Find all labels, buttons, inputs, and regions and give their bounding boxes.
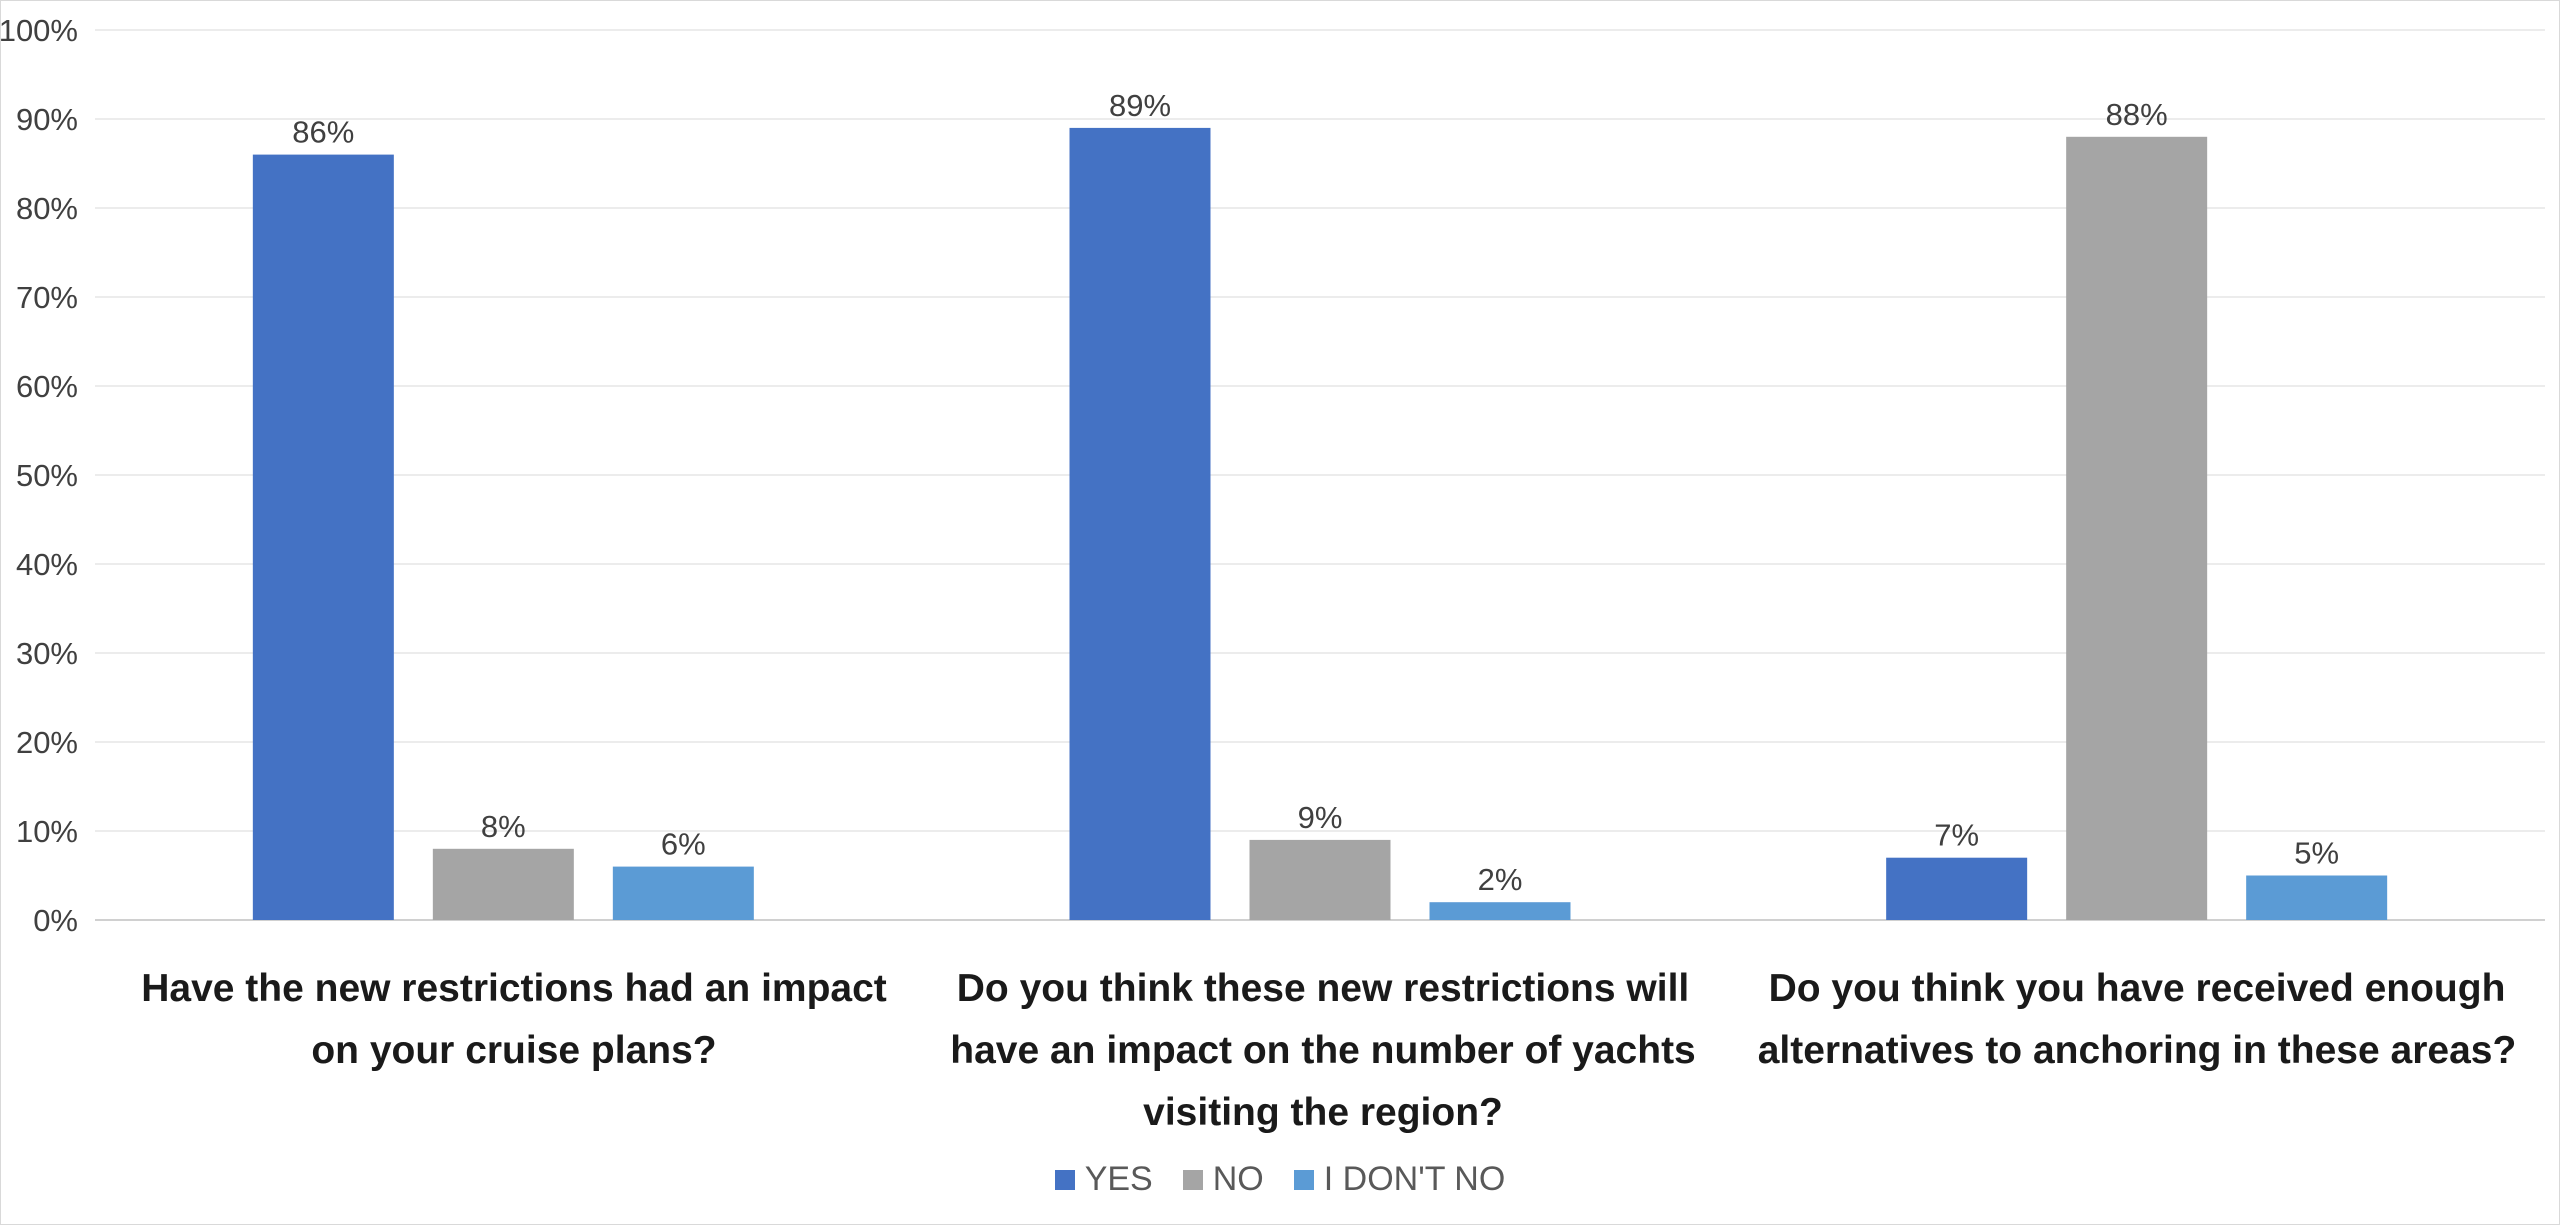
legend-item-yes: YES <box>1054 1160 1153 1199</box>
legend-item-no: NO <box>1182 1160 1264 1199</box>
y-tick-label: 60% <box>16 369 78 404</box>
data-label-series1-category3: 7% <box>1934 818 1979 853</box>
y-tick-label: 30% <box>16 636 78 671</box>
data-label-series1-category1: 86% <box>292 115 354 150</box>
data-label-series1-category2: 89% <box>1109 88 1171 123</box>
legend-swatch-no <box>1182 1169 1203 1190</box>
y-tick-label: 70% <box>16 280 78 315</box>
data-label-series2-category2: 9% <box>1298 800 1343 835</box>
y-tick-label: 50% <box>16 458 78 493</box>
data-label-series3-category1: 6% <box>661 827 706 862</box>
y-tick-label: 0% <box>33 903 78 938</box>
y-axis-ticks: 0% 10% 20% 30% 40% 50% 60% 70% 80% 90% 100% <box>0 13 78 938</box>
bar-series1-category2 <box>1069 127 1211 920</box>
data-label-series2-category3: 88% <box>2106 97 2168 132</box>
bar-series2-category1 <box>432 848 574 920</box>
bar-series3-category1 <box>612 866 754 920</box>
legend-item-dont-know: I DON'T NO <box>1293 1160 1506 1199</box>
y-tick-label: 80% <box>16 191 78 226</box>
legend-label-no: NO <box>1212 1160 1264 1198</box>
data-label-series2-category1: 8% <box>481 809 526 844</box>
legend-label-dont-know: I DON'T NO <box>1323 1160 1506 1198</box>
legend-swatch-dont-know <box>1293 1169 1314 1190</box>
data-label-series3-category2: 2% <box>1478 862 1523 897</box>
bar-series2-category2 <box>1249 839 1391 920</box>
y-tick-label: 10% <box>16 814 78 849</box>
category-label-1: Have the new restrictions had an impact … <box>141 967 887 1072</box>
legend-swatch-yes <box>1054 1169 1075 1190</box>
y-tick-label: 20% <box>16 725 78 760</box>
bar-series2-category3 <box>2066 136 2208 921</box>
legend-label-yes: YES <box>1084 1160 1153 1198</box>
category-label-3: Do you think you have received enough al… <box>1757 967 2517 1072</box>
y-tick-label: 100% <box>0 13 78 48</box>
bar-series3-category2 <box>1429 902 1571 920</box>
y-tick-label: 40% <box>16 547 78 582</box>
data-labels: 86% 89% 7% 8% 9% 88% 6% 2% 5% <box>292 88 2339 897</box>
data-label-series3-category3: 5% <box>2294 836 2339 871</box>
y-tick-label: 90% <box>16 102 78 137</box>
bars <box>252 127 2388 921</box>
bar-series1-category1 <box>252 154 394 921</box>
legend: YES NO I DON'T NO <box>0 1160 2560 1199</box>
category-label-2: Do you think these new restrictions will… <box>950 967 1696 1134</box>
bar-series3-category3 <box>2246 875 2388 920</box>
bar-series1-category3 <box>1886 857 2028 920</box>
